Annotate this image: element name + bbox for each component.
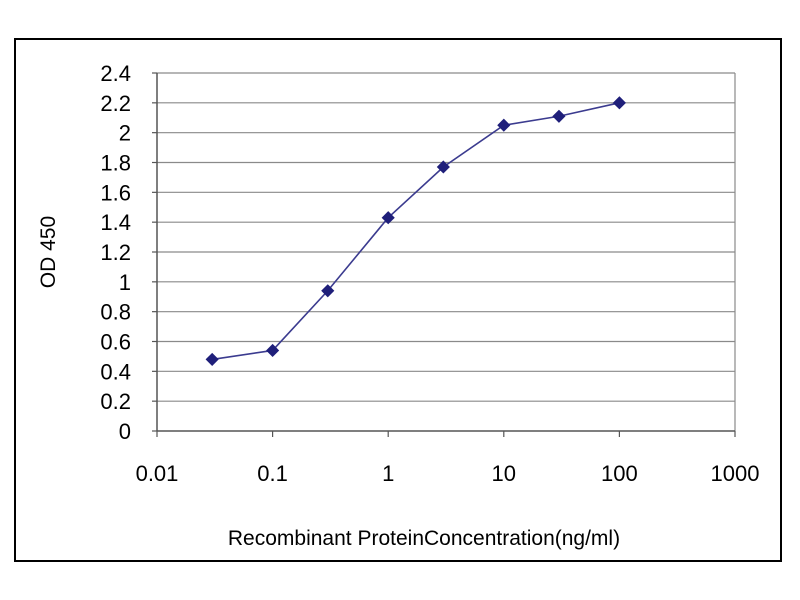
y-tick-label: 1.2: [100, 240, 131, 265]
series-group: [205, 96, 626, 366]
y-axis-title: OD 450: [37, 216, 60, 288]
x-tick-label: 1: [382, 461, 394, 486]
y-tick-label: 0: [119, 419, 131, 444]
x-tick-label: 0.01: [136, 461, 179, 486]
y-tick-label: 0.4: [100, 359, 131, 384]
data-point: [612, 96, 626, 110]
y-tick-label: 0.8: [100, 300, 131, 325]
data-point: [552, 109, 566, 123]
x-tick-label: 0.1: [257, 461, 288, 486]
y-tick-label: 0.2: [100, 389, 131, 414]
y-tick-label: 1.4: [100, 210, 131, 235]
data-point: [321, 284, 335, 298]
data-point: [381, 211, 395, 225]
y-tick-label: 0.6: [100, 330, 131, 355]
axes: [152, 72, 736, 437]
x-tick-label: 10: [492, 461, 516, 486]
grid-lines: [157, 72, 736, 431]
series-line: [212, 102, 620, 361]
data-point: [266, 343, 280, 358]
chart-frame: [14, 38, 782, 562]
x-tick-label: 100: [601, 461, 638, 486]
x-tick-label: 1000: [711, 461, 760, 486]
x-tick-labels: 0.01 0.1 1 10 100 1000: [136, 461, 760, 486]
y-tick-labels: 0 0.2 0.4 0.6 0.8 1 1.2 1.4 1.6 1.8 2 2.2 2.4: [100, 61, 131, 444]
x-axis-title: Recombinant ProteinConcentration(ng/ml): [228, 527, 620, 550]
y-tick-label: 1: [119, 270, 131, 295]
data-point: [436, 160, 450, 174]
y-tick-label: 1.8: [100, 151, 131, 176]
y-tick-label: 1.6: [100, 180, 131, 205]
y-tick-label: 2.2: [100, 91, 131, 116]
data-point: [497, 118, 511, 132]
y-tick-label: 2: [119, 121, 131, 146]
data-point: [205, 352, 219, 366]
y-tick-label: 2.4: [100, 61, 131, 86]
